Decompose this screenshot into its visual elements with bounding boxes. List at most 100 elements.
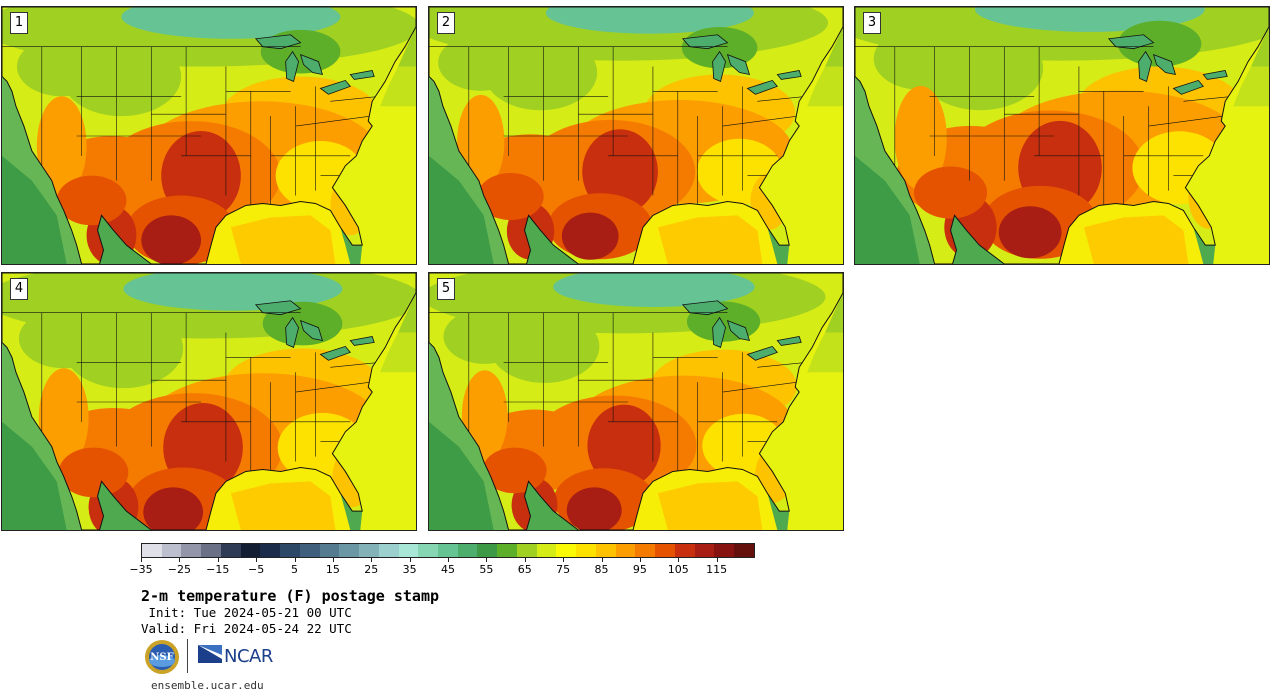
ocean-region <box>657 215 763 264</box>
init-time: Init: Tue 2024-05-21 00 UTC <box>141 605 352 620</box>
great-lake <box>319 79 351 95</box>
temperature-region <box>587 404 661 487</box>
colorbar-cell <box>556 544 577 557</box>
temperature-map <box>429 7 843 264</box>
colorbar-tick-label: 85 <box>594 563 609 576</box>
temperature-region <box>443 309 526 364</box>
ocean-region <box>855 155 920 264</box>
ocean-region <box>825 26 843 67</box>
ocean-region <box>398 292 416 333</box>
colorbar-tick-label: 75 <box>556 563 571 576</box>
temperature-region <box>18 308 109 369</box>
temperature-region <box>913 166 988 219</box>
temperature-region <box>438 34 524 91</box>
great-lake <box>1152 53 1177 75</box>
colorbar-cell <box>576 544 596 557</box>
temperature-colorbar <box>141 543 755 558</box>
colorbar-cell <box>319 544 340 557</box>
colorbar-tick <box>371 558 373 562</box>
colorbar-tick <box>141 558 142 562</box>
temperature-region <box>566 487 622 530</box>
colorbar-cell <box>220 544 241 557</box>
temperature-region <box>16 36 107 97</box>
great-lake <box>746 79 778 95</box>
ocean-region <box>825 292 843 333</box>
colorbar-tick-label: −5 <box>248 563 265 576</box>
great-lake <box>776 336 802 346</box>
great-lake <box>776 70 802 80</box>
colorbar-cell <box>674 544 695 557</box>
colorbar-cell <box>457 544 478 557</box>
colorbar-cell <box>516 544 537 557</box>
colorbar-cell <box>260 544 281 557</box>
colorbar-cell <box>378 544 399 557</box>
temperature-region <box>582 129 658 215</box>
great-lake <box>1202 70 1228 80</box>
great-lake <box>681 34 729 50</box>
nsf-logo: NSF <box>145 640 179 674</box>
great-lake <box>1107 34 1155 50</box>
colorbar-cell <box>201 544 221 557</box>
coastline <box>429 273 843 530</box>
colorbar-tick <box>332 558 334 562</box>
colorbar-cell <box>595 544 616 557</box>
colorbar-tick-label: 35 <box>402 563 417 576</box>
map-panel-1: 1 <box>1 6 417 265</box>
colorbar-cell <box>477 544 498 557</box>
panel-label: 4 <box>10 278 28 300</box>
great-lake <box>285 316 299 348</box>
colorbar-tick-label: −15 <box>206 563 230 576</box>
great-lake <box>681 300 729 316</box>
colorbar-cell <box>694 544 715 557</box>
colorbar-cell <box>240 544 261 557</box>
colorbar-tick <box>716 558 718 562</box>
temperature-region <box>36 96 87 196</box>
colorbar-cell <box>181 544 202 557</box>
map-panel-2: 2 <box>428 6 844 265</box>
temperature-region <box>38 368 89 468</box>
coastline <box>855 7 1269 264</box>
colorbar-tick-label: 105 <box>667 563 689 576</box>
ocean-region <box>807 66 843 107</box>
nsf-logo-text: NSF <box>150 652 173 663</box>
panel-label: 3 <box>863 12 881 34</box>
ocean-region <box>380 332 416 373</box>
colorbar-cell <box>655 544 675 557</box>
state-borders <box>429 312 808 477</box>
colorbar-cell <box>714 544 735 557</box>
colorbar-tick <box>409 558 411 562</box>
great-lake <box>254 300 302 316</box>
ocean-region <box>2 421 67 530</box>
colorbar-tick <box>486 558 488 562</box>
colorbar-cell <box>299 544 320 557</box>
temperature-region <box>123 273 343 311</box>
site-url: ensemble.ucar.edu <box>151 679 264 692</box>
colorbar-tick-label: 65 <box>517 563 532 576</box>
ocean-region <box>398 26 416 67</box>
temperature-region <box>1117 20 1202 67</box>
colorbar-cell <box>418 544 439 557</box>
coastline <box>2 7 416 264</box>
logo-divider <box>187 639 188 673</box>
temperature-region <box>143 487 204 530</box>
colorbar-cell <box>280 544 300 557</box>
plot-title: 2-m temperature (F) postage stamp <box>141 587 440 605</box>
state-borders <box>855 46 1234 211</box>
map-panel-4: 4 <box>1 272 417 531</box>
state-borders <box>2 312 381 477</box>
temperature-region <box>260 29 341 74</box>
logos: NSF NCAR <box>144 637 284 677</box>
great-lake <box>319 345 351 361</box>
valid-time: Valid: Fri 2024-05-24 22 UTC <box>141 621 352 636</box>
colorbar-tick <box>179 558 181 562</box>
temperature-map <box>855 7 1269 264</box>
temperature-region <box>561 212 619 260</box>
ncar-logo-text: NCAR <box>224 646 273 667</box>
temperature-region <box>894 85 947 191</box>
colorbar-tick <box>217 558 219 562</box>
colorbar-cell <box>635 544 656 557</box>
colorbar-cell <box>615 544 636 557</box>
temperature-region <box>482 447 547 494</box>
colorbar-cell <box>359 544 379 557</box>
colorbar-tick-label: 55 <box>479 563 494 576</box>
